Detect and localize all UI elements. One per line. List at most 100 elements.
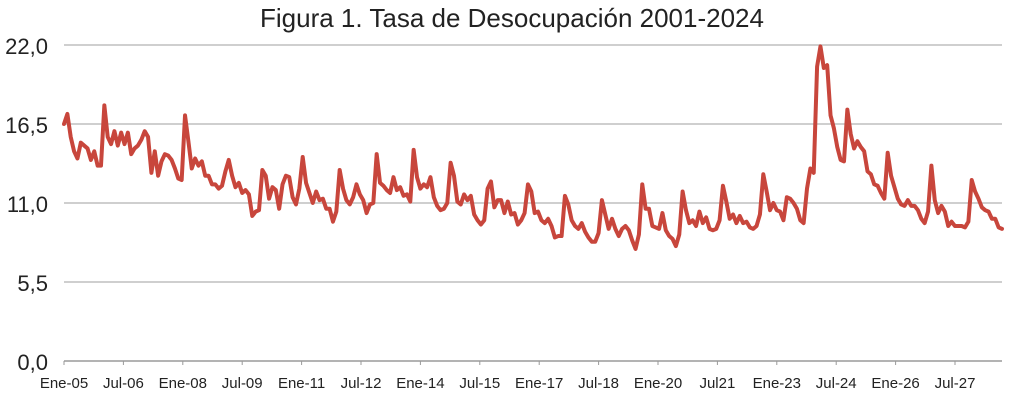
data-point bbox=[638, 234, 640, 236]
data-point bbox=[97, 165, 99, 167]
data-point bbox=[782, 219, 785, 221]
data-point bbox=[574, 225, 576, 227]
data-point bbox=[769, 209, 771, 211]
data-point bbox=[234, 186, 237, 188]
data-point bbox=[594, 241, 596, 243]
data-point bbox=[191, 167, 193, 170]
data-point bbox=[766, 190, 768, 193]
data-point bbox=[772, 202, 774, 204]
data-point bbox=[893, 186, 896, 188]
data-point bbox=[692, 219, 694, 221]
data-point bbox=[113, 130, 116, 132]
data-point bbox=[167, 155, 169, 157]
data-point bbox=[940, 205, 943, 207]
data-point bbox=[120, 132, 122, 134]
data-point bbox=[671, 238, 674, 240]
data-point bbox=[429, 176, 432, 178]
data-point bbox=[211, 183, 213, 185]
data-point bbox=[463, 193, 465, 195]
data-point bbox=[897, 198, 899, 200]
data-point bbox=[634, 248, 637, 250]
data-point bbox=[873, 183, 875, 185]
data-point bbox=[231, 175, 233, 177]
data-point bbox=[251, 215, 253, 217]
data-point bbox=[591, 241, 593, 243]
data-point bbox=[826, 64, 828, 66]
data-point bbox=[473, 213, 475, 216]
data-point bbox=[608, 228, 610, 230]
data-point bbox=[840, 159, 842, 161]
data-point bbox=[497, 199, 499, 201]
data-point bbox=[157, 175, 159, 177]
chart-title: Figura 1. Tasa de Desocupación 2001-2024 bbox=[260, 3, 764, 33]
data-point bbox=[534, 212, 536, 214]
x-tick-label: Jul-27 bbox=[935, 375, 976, 392]
data-point bbox=[587, 236, 590, 239]
data-point bbox=[577, 228, 579, 230]
data-point bbox=[174, 167, 176, 170]
data-point bbox=[792, 202, 795, 204]
data-point bbox=[645, 208, 647, 210]
data-point bbox=[443, 208, 445, 210]
x-tick-label: Ene-05 bbox=[40, 375, 88, 392]
data-point bbox=[877, 185, 879, 187]
data-point bbox=[661, 212, 664, 214]
data-point bbox=[991, 218, 993, 220]
data-point bbox=[776, 209, 778, 211]
data-point bbox=[846, 109, 848, 111]
data-point bbox=[977, 198, 980, 200]
data-point bbox=[369, 203, 371, 206]
data-point bbox=[809, 167, 811, 170]
data-point bbox=[214, 183, 216, 185]
data-point bbox=[339, 169, 341, 171]
data-point bbox=[729, 218, 731, 220]
data-point bbox=[261, 169, 263, 171]
data-point bbox=[285, 175, 287, 177]
data-point bbox=[910, 205, 912, 207]
data-point bbox=[66, 113, 68, 115]
data-point bbox=[268, 198, 270, 200]
y-tick-label: 16,5 bbox=[5, 113, 48, 138]
data-point bbox=[345, 199, 348, 201]
x-tick-label: Ene-11 bbox=[278, 375, 325, 392]
data-point bbox=[708, 228, 711, 230]
data-point bbox=[123, 143, 126, 145]
data-point bbox=[712, 229, 714, 231]
data-point bbox=[416, 176, 418, 178]
data-point bbox=[493, 206, 495, 208]
x-tick-label: Ene-26 bbox=[871, 375, 919, 392]
data-point bbox=[665, 229, 667, 231]
data-point bbox=[308, 192, 311, 194]
data-point bbox=[419, 188, 421, 190]
data-point bbox=[130, 153, 132, 155]
data-point bbox=[93, 150, 95, 152]
data-point bbox=[913, 205, 916, 207]
series-line bbox=[62, 44, 1004, 251]
data-point bbox=[480, 223, 482, 226]
data-point bbox=[517, 223, 519, 226]
data-point bbox=[204, 175, 206, 177]
data-point bbox=[298, 188, 300, 190]
data-point bbox=[843, 160, 845, 162]
data-point bbox=[244, 189, 247, 191]
data-point bbox=[937, 212, 939, 214]
data-point bbox=[863, 150, 865, 152]
data-point bbox=[312, 202, 314, 204]
data-point bbox=[611, 218, 613, 220]
data-point bbox=[332, 221, 334, 223]
data-point bbox=[318, 199, 321, 201]
data-point bbox=[779, 211, 781, 213]
data-point bbox=[100, 165, 102, 167]
data-point bbox=[964, 226, 966, 229]
data-point bbox=[564, 195, 566, 197]
data-point bbox=[520, 219, 522, 221]
data-point bbox=[900, 203, 902, 206]
data-point bbox=[540, 219, 543, 221]
data-point bbox=[476, 219, 479, 221]
data-point bbox=[924, 222, 926, 224]
data-point bbox=[507, 200, 509, 203]
data-point bbox=[154, 150, 156, 152]
data-point bbox=[658, 228, 660, 230]
data-point bbox=[194, 157, 196, 160]
